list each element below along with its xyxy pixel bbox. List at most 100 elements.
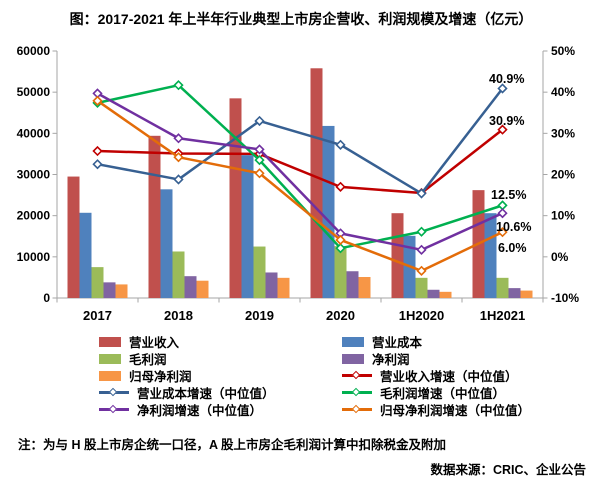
legend-item-cost-growth: 营业成本增速（中位值）: [99, 384, 275, 401]
x-axis-label: 2020: [326, 308, 355, 323]
bar-net-profit-2018: [184, 276, 197, 298]
legend-swatch-bar-icon: [99, 336, 121, 347]
bar-gross-profit-2020: [334, 246, 347, 298]
marker-parent-net-profit-growth-2017: [92, 95, 103, 106]
bar-cost-2018: [160, 189, 173, 298]
legend-swatch-line-icon: [342, 404, 372, 414]
legend-diamond-marker-icon: [108, 387, 118, 396]
marker-revenue-growth-2020: [335, 181, 346, 192]
legend-label: 毛利润: [129, 353, 167, 367]
legend-label: 净利润增速（中位值）: [137, 404, 263, 418]
bar-revenue-2020: [310, 68, 323, 298]
legend-diamond-marker-icon: [351, 404, 361, 413]
data-label: 12.5%: [491, 188, 526, 202]
legend-item-cost: 营业成本: [342, 333, 530, 350]
left-axis-label: 30000: [17, 168, 51, 182]
legend-item-revenue: 营业收入: [99, 333, 275, 350]
marker-cost-growth-1H2020: [416, 188, 427, 199]
bar-gross-profit-2018: [172, 251, 185, 298]
marker-parent-net-profit-growth-2019: [254, 168, 265, 179]
legend-diamond-marker-icon: [351, 387, 361, 396]
right-axis-label: 20%: [551, 168, 575, 182]
marker-cost-growth-2018: [173, 174, 184, 185]
bar-parent-net-profit-2020: [358, 277, 371, 298]
legend-swatch-line-icon: [342, 370, 372, 380]
legend-item-parent-net-profit: 归母净利润: [99, 367, 275, 384]
legend-swatch-bar-icon: [342, 336, 364, 347]
line-cost-growth: [97, 87, 504, 195]
marker-net-profit-growth-2019: [254, 144, 265, 155]
legend-label: 营业收入: [129, 336, 180, 350]
marker-cost-growth-2017: [92, 159, 103, 170]
chart-legend: 营业收入毛利润 归母净利润营业成本增速（中位值） 净利润增速（中位值） 营业成本净利…: [0, 331, 602, 421]
legend-swatch-bar-icon: [342, 353, 364, 364]
left-axis-label: 50000: [17, 85, 51, 99]
right-axis-label: 40%: [551, 85, 575, 99]
footnote: 注：为与 H 股上市房企统一口径，A 股上市房企毛利润计算中扣除税金及附加: [18, 438, 447, 452]
bar-net-profit-1H2021: [508, 288, 521, 298]
x-axis-label: 1H2020: [399, 308, 445, 323]
left-axis-label: 0: [43, 291, 50, 305]
legend-swatch-bar-icon: [99, 370, 121, 381]
bar-parent-net-profit-1H2020: [439, 291, 452, 298]
marker-cost-growth-2019: [254, 115, 265, 127]
marker-revenue-growth-1H2021: [497, 124, 508, 135]
legend-label: 营业成本增速（中位值）: [137, 387, 275, 401]
legend-label: 营业收入增速（中位值）: [380, 370, 518, 384]
legend-label: 净利润: [372, 353, 410, 367]
marker-gross-profit-growth-2020: [335, 243, 346, 254]
bar-net-profit-2017: [103, 282, 116, 298]
marker-parent-net-profit-growth-2020: [335, 234, 346, 246]
bar-gross-profit-1H2021: [496, 277, 509, 298]
bar-gross-profit-2017: [91, 267, 104, 298]
bar-revenue-2018: [148, 135, 161, 298]
bar-cost-2017: [79, 212, 92, 298]
bar-revenue-2017: [67, 176, 80, 298]
right-axis-label: 0%: [551, 250, 569, 264]
right-axis-label: 50%: [551, 44, 575, 58]
legend-swatch-line-icon: [99, 387, 129, 397]
legend-item-net-profit: 净利润: [342, 350, 530, 367]
marker-parent-net-profit-growth-1H2020: [416, 265, 427, 276]
x-axis-label: 1H2021: [480, 308, 526, 323]
bar-net-profit-2019: [265, 272, 278, 298]
marker-cost-growth-2020: [335, 139, 346, 150]
marker-gross-profit-growth-2019: [254, 154, 265, 166]
x-axis-label: 2019: [245, 308, 274, 323]
right-axis-label: 30%: [551, 126, 575, 140]
right-axis-label: 10%: [551, 209, 575, 223]
bar-cost-1H2021: [484, 213, 497, 298]
bar-net-profit-1H2020: [427, 289, 440, 298]
data-label: 10.6%: [496, 220, 531, 234]
bar-parent-net-profit-2019: [277, 277, 290, 298]
legend-column-right: 营业成本净利润营业收入增速（中位值） 毛利润增速（中位值） 归母净利润增速（中位值）: [342, 333, 530, 418]
legend-swatch-line-icon: [342, 387, 372, 397]
marker-net-profit-growth-1H2020: [416, 244, 427, 255]
left-axis-label: 10000: [17, 250, 51, 264]
legend-item-revenue-growth: 营业收入增速（中位值）: [342, 367, 530, 384]
bar-revenue-1H2020: [391, 213, 404, 298]
data-label: 6.0%: [498, 241, 527, 255]
chart-title: 图：2017-2021 年上半年行业典型上市房企营收、利润规模及增速（亿元）: [69, 11, 533, 27]
data-source: 数据来源：CRIC、企业公告: [430, 463, 586, 477]
combo-chart: 0 10000 20000 30000 40000 50000 60000 -10% 0% 10%…: [17, 44, 580, 323]
legend-item-gross-profit-growth: 毛利润增速（中位值）: [342, 384, 530, 401]
bar-gross-profit-2019: [253, 246, 266, 298]
legend-item-gross-profit: 毛利润: [99, 350, 275, 367]
legend-item-parent-net-profit-growth: 归母净利润增速（中位值）: [342, 401, 530, 418]
line-gross-profit-growth: [97, 83, 503, 250]
data-label: 30.9%: [489, 114, 524, 128]
bar-cost-2020: [322, 125, 335, 298]
bar-gross-profit-1H2020: [415, 277, 428, 298]
marker-net-profit-growth-1H2021: [497, 208, 508, 219]
data-label: 40.9%: [489, 72, 524, 86]
bar-parent-net-profit-1H2021: [520, 290, 533, 298]
legend-diamond-marker-icon: [108, 404, 118, 413]
right-axis-label: -10%: [551, 291, 579, 305]
left-axis-label: 60000: [17, 44, 51, 58]
bar-revenue-2019: [229, 98, 242, 298]
left-axis-label: 40000: [17, 126, 51, 140]
marker-revenue-growth-2017: [92, 145, 103, 157]
bar-net-profit-2020: [346, 271, 359, 298]
